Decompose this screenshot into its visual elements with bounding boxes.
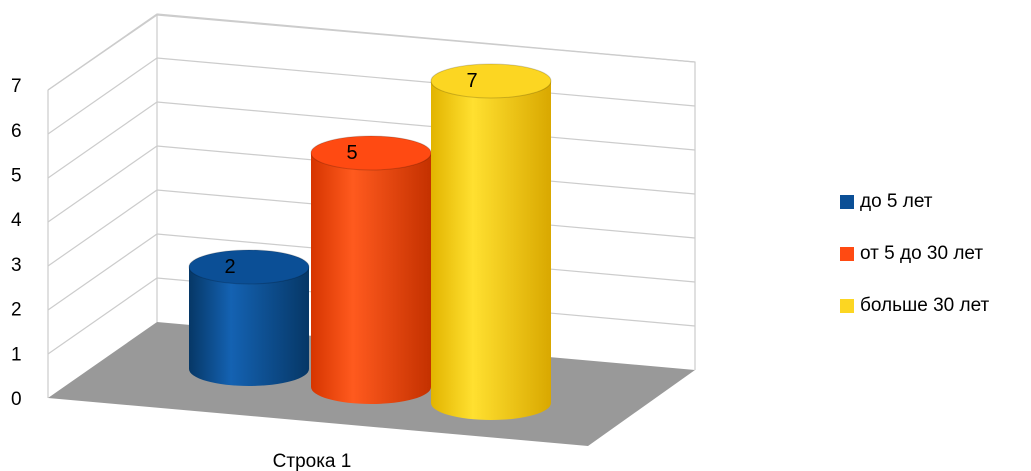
legend-swatch-1 — [840, 246, 854, 261]
legend-item-1: от 5 до 30 лет — [840, 240, 1030, 267]
y-tick-label-0: 0 — [11, 389, 22, 410]
bar-body-2 — [431, 81, 551, 420]
legend-item-2: больше 30 лет — [840, 292, 1030, 319]
y-tick-label-7: 7 — [11, 76, 22, 97]
y-axis-tick-labels: 0 1 2 3 4 5 6 7 — [11, 76, 22, 410]
legend-item-0: до 5 лет — [840, 188, 1030, 215]
gridline-6 — [47, 57, 696, 135]
y-tick-label-6: 6 — [11, 121, 22, 142]
legend-swatch-2 — [840, 298, 854, 313]
y-tick-label-5: 5 — [11, 166, 22, 187]
y-tick-label-3: 3 — [11, 255, 22, 276]
legend-label-1: от 5 до 30 лет — [860, 242, 984, 264]
legend-label-0: до 5 лет — [860, 190, 933, 212]
category-label: Строка 1 — [273, 451, 352, 471]
legend-swatch-0 — [840, 194, 854, 209]
bar-2 — [430, 63, 552, 420]
bar-1 — [310, 135, 432, 404]
y-tick-label-4: 4 — [11, 210, 22, 231]
bar-top-0 — [188, 249, 310, 285]
y-tick-label-2: 2 — [11, 300, 22, 321]
bar-series — [188, 63, 552, 420]
bar-body-0 — [189, 267, 309, 386]
data-labels: 2 5 7 — [224, 70, 477, 278]
y-tick-label-1: 1 — [11, 344, 22, 365]
legend: до 5 лет от 5 до 30 лет больше 30 лет — [840, 188, 1030, 344]
data-label-0: 2 — [224, 256, 235, 278]
data-label-1: 5 — [346, 142, 357, 164]
legend-label-2: больше 30 лет — [860, 294, 990, 316]
bar-0 — [188, 249, 310, 386]
data-label-2: 7 — [466, 70, 477, 92]
bar-body-1 — [311, 153, 431, 404]
bar-top-1 — [310, 135, 432, 171]
gridline-7 — [47, 13, 696, 91]
bar-top-2 — [430, 63, 552, 99]
